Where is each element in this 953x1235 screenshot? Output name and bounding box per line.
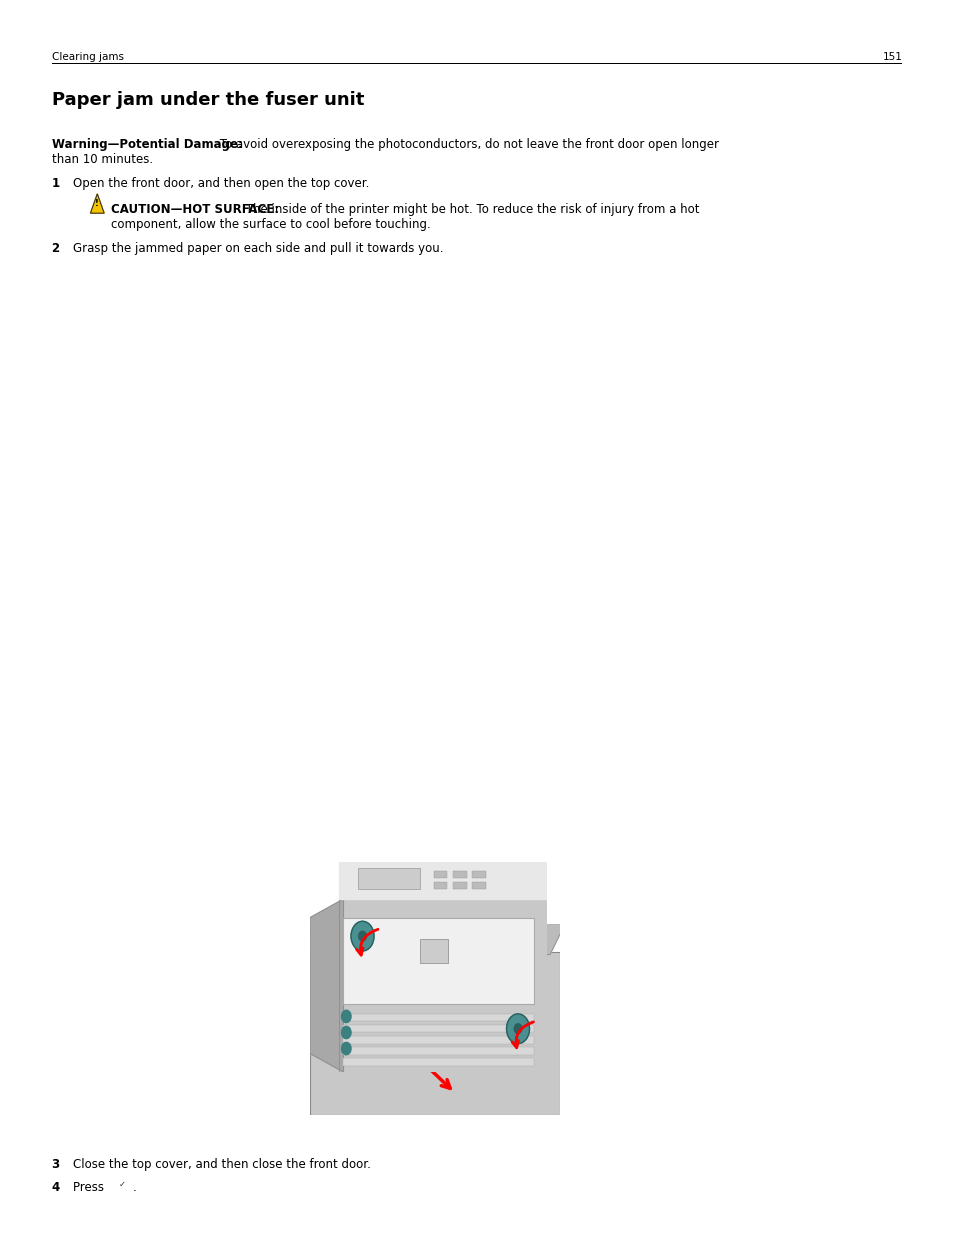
FancyBboxPatch shape	[343, 1047, 534, 1055]
Text: ✓: ✓	[119, 1181, 126, 1189]
Text: Clearing jams: Clearing jams	[51, 52, 123, 62]
FancyBboxPatch shape	[343, 1036, 534, 1044]
FancyBboxPatch shape	[434, 871, 447, 878]
Text: 4: 4	[51, 1181, 60, 1194]
Polygon shape	[338, 862, 546, 899]
Polygon shape	[305, 924, 564, 955]
Text: than 10 minutes.: than 10 minutes.	[51, 153, 152, 167]
FancyBboxPatch shape	[453, 882, 466, 889]
Text: Press: Press	[72, 1181, 107, 1194]
FancyBboxPatch shape	[343, 918, 534, 1004]
Circle shape	[358, 931, 366, 941]
Text: CAUTION—HOT SURFACE:: CAUTION—HOT SURFACE:	[111, 203, 278, 216]
Text: Grasp the jammed paper on each side and pull it towards you.: Grasp the jammed paper on each side and …	[72, 242, 442, 254]
Text: 1: 1	[51, 178, 60, 190]
Circle shape	[341, 1010, 351, 1023]
Text: .: .	[132, 1181, 136, 1194]
Text: The inside of the printer might be hot. To reduce the risk of injury from a hot: The inside of the printer might be hot. …	[242, 203, 700, 216]
FancyBboxPatch shape	[453, 871, 466, 878]
Polygon shape	[355, 1035, 510, 1066]
Polygon shape	[338, 899, 546, 1072]
FancyBboxPatch shape	[472, 871, 485, 878]
FancyBboxPatch shape	[419, 939, 448, 963]
FancyBboxPatch shape	[343, 1025, 534, 1032]
Circle shape	[338, 1005, 356, 1028]
Text: Warning—Potential Damage:: Warning—Potential Damage:	[51, 138, 242, 152]
Polygon shape	[91, 194, 104, 214]
FancyBboxPatch shape	[390, 927, 459, 945]
Polygon shape	[310, 899, 343, 1072]
Text: component, allow the surface to cool before touching.: component, allow the surface to cool bef…	[111, 217, 430, 231]
Text: 151: 151	[882, 52, 902, 62]
Text: To avoid overexposing the photoconductors, do not leave the front door open long: To avoid overexposing the photoconductor…	[215, 138, 718, 152]
FancyBboxPatch shape	[330, 961, 539, 1041]
FancyBboxPatch shape	[310, 952, 559, 1115]
Text: Close the top cover, and then close the front door.: Close the top cover, and then close the …	[72, 1158, 370, 1172]
Text: Paper jam under the fuser unit: Paper jam under the fuser unit	[51, 91, 363, 110]
FancyBboxPatch shape	[434, 882, 447, 889]
FancyBboxPatch shape	[417, 994, 433, 1019]
FancyBboxPatch shape	[472, 882, 485, 889]
Circle shape	[341, 1026, 351, 1039]
FancyBboxPatch shape	[343, 1058, 534, 1066]
FancyBboxPatch shape	[343, 1014, 534, 1021]
Text: 3: 3	[51, 1158, 60, 1172]
FancyBboxPatch shape	[357, 868, 419, 889]
Circle shape	[513, 1005, 531, 1028]
Text: !: !	[95, 199, 99, 209]
Circle shape	[351, 921, 374, 951]
Circle shape	[506, 1014, 529, 1044]
Text: Open the front door, and then open the top cover.: Open the front door, and then open the t…	[72, 178, 369, 190]
Circle shape	[514, 1024, 521, 1034]
Text: 2: 2	[51, 242, 60, 254]
Circle shape	[341, 1042, 351, 1055]
FancyBboxPatch shape	[359, 967, 499, 1035]
